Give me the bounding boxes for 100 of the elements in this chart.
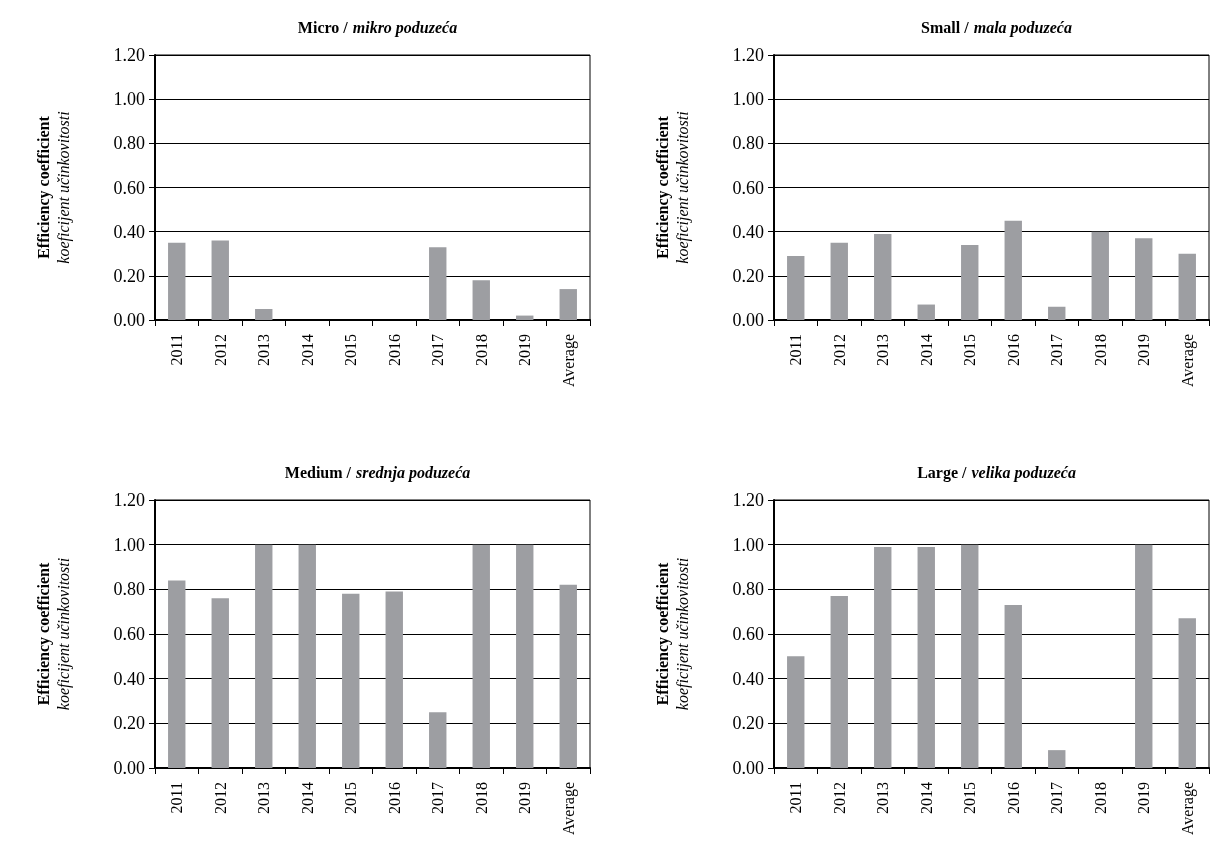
bar <box>1048 306 1066 320</box>
bar <box>472 280 490 320</box>
chart-title: Micro / mikro poduzeća <box>297 18 458 37</box>
bar <box>1135 544 1153 768</box>
bar <box>874 546 892 768</box>
y-tick-label: 1.20 <box>732 490 764 510</box>
x-tick-label: 2018 <box>472 334 490 366</box>
y-tick-label: 0.60 <box>113 177 145 198</box>
y-tick-label: 1.00 <box>113 89 145 110</box>
bar <box>298 544 316 768</box>
y-tick-label: 0.00 <box>732 310 764 330</box>
bar <box>1004 220 1022 320</box>
x-tick-label: 2015 <box>961 782 979 814</box>
y-tick-label: 0.60 <box>113 624 145 644</box>
bar <box>787 255 805 320</box>
x-tick-label: 2012 <box>830 334 848 366</box>
x-tick-label: 2012 <box>211 782 229 814</box>
bar <box>830 596 848 768</box>
y-tick-label: 0.40 <box>732 221 764 242</box>
x-tick-label: 2016 <box>385 334 403 366</box>
x-tick-label: 2014 <box>298 334 316 366</box>
x-tick-label: Average <box>559 782 578 835</box>
x-tick-label: 2015 <box>342 334 360 366</box>
x-tick-label: 2016 <box>1004 782 1022 814</box>
y-tick-label: 0.80 <box>732 579 764 600</box>
y-tick-label: 0.40 <box>113 668 145 689</box>
bar <box>472 544 490 768</box>
y-tick-label: 1.00 <box>113 534 145 555</box>
bar <box>559 289 577 320</box>
bar <box>1091 231 1109 320</box>
x-tick-label: 2013 <box>874 782 892 814</box>
y-tick-label: 1.20 <box>113 490 145 510</box>
bar <box>1178 253 1196 320</box>
y-tick-label: 0.00 <box>732 758 764 778</box>
x-tick-label: 2017 <box>429 782 447 814</box>
x-tick-label: Average <box>559 334 578 387</box>
y-axis-title: Efficiency coefficient koeficijent učinkovitosti <box>653 111 692 264</box>
bar <box>830 242 848 320</box>
bar <box>211 240 229 320</box>
x-tick-label: 2011 <box>168 334 186 366</box>
x-tick-label: 2016 <box>1004 334 1022 366</box>
y-tick-label: 1.20 <box>732 45 764 65</box>
x-tick-label: 2011 <box>168 782 186 814</box>
chart-title: Large / velika poduzeća <box>917 463 1076 482</box>
x-tick-label: 2018 <box>1091 782 1109 814</box>
bar <box>917 546 935 768</box>
y-tick-label: 0.60 <box>732 177 764 198</box>
y-tick-label: 0.20 <box>732 713 764 734</box>
x-tick-label: Average <box>1178 782 1197 835</box>
x-tick-label: 2018 <box>1091 334 1109 366</box>
y-tick-label: 0.40 <box>113 221 145 242</box>
bar <box>429 712 447 768</box>
bar <box>961 244 979 320</box>
bar <box>1048 750 1066 768</box>
y-tick-label: 0.00 <box>113 758 145 778</box>
bar <box>787 656 805 768</box>
chart-title: Small / mala poduzeća <box>921 18 1072 37</box>
y-tick-label: 0.80 <box>113 133 145 154</box>
bar <box>874 233 892 320</box>
y-axis-title: Efficiency coefficient koeficijent učinkovitosti <box>34 557 73 711</box>
bar <box>1178 618 1196 768</box>
x-tick-label: 2017 <box>1048 782 1066 814</box>
x-tick-label: 2013 <box>255 782 273 814</box>
bar <box>385 591 403 768</box>
bar <box>429 247 447 320</box>
x-tick-label: Average <box>1178 334 1197 387</box>
y-tick-label: 1.00 <box>732 534 764 555</box>
y-axis-title: Efficiency coefficient koeficijent učinkovitosti <box>34 111 73 264</box>
bar <box>961 544 979 768</box>
x-tick-label: 2015 <box>961 334 979 366</box>
y-tick-label: 1.00 <box>732 89 764 110</box>
bar <box>168 242 186 320</box>
y-tick-label: 0.00 <box>113 310 145 330</box>
y-tick-label: 1.20 <box>113 45 145 65</box>
x-tick-label: 2013 <box>874 334 892 366</box>
y-tick-label: 0.80 <box>732 133 764 154</box>
x-tick-label: 2019 <box>1135 782 1153 814</box>
bar <box>255 544 273 768</box>
bar <box>917 304 935 320</box>
x-tick-label: 2013 <box>255 334 273 366</box>
bar <box>255 308 273 320</box>
y-tick-label: 0.40 <box>732 668 764 689</box>
x-tick-label: 2014 <box>298 782 316 814</box>
x-tick-label: 2014 <box>917 334 935 366</box>
x-tick-label: 2016 <box>385 782 403 814</box>
x-tick-label: 2017 <box>429 334 447 366</box>
x-tick-label: 2011 <box>787 334 805 366</box>
y-tick-label: 0.20 <box>113 265 145 286</box>
bar <box>516 544 534 768</box>
bar <box>342 593 360 768</box>
bar <box>168 580 186 768</box>
bar <box>1004 604 1022 768</box>
x-tick-label: 2017 <box>1048 334 1066 366</box>
y-tick-label: 0.20 <box>113 713 145 734</box>
x-tick-label: 2012 <box>211 334 229 366</box>
chart-title: Medium / srednja poduzeća <box>284 463 471 482</box>
x-tick-label: 2018 <box>472 782 490 814</box>
bar <box>1135 238 1153 320</box>
y-tick-label: 0.60 <box>732 624 764 644</box>
x-tick-label: 2019 <box>1135 334 1153 366</box>
